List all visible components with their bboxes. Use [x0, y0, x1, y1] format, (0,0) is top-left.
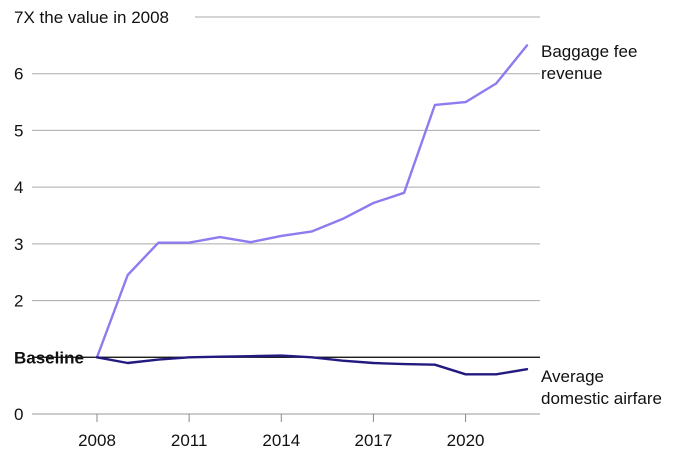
gridlines — [32, 16, 540, 415]
y-axis-top-label: 7X the value in 2008 — [14, 8, 169, 27]
y-tick-label: 4 — [14, 178, 23, 197]
y-tick-label: 5 — [14, 121, 23, 140]
series-lines — [95, 44, 529, 376]
baseline-label: Baseline — [14, 348, 84, 367]
x-tick-label: 2014 — [262, 431, 300, 450]
series-label: Average domestic airfare — [541, 367, 662, 408]
x-tick-label: 2011 — [171, 431, 208, 450]
series-label: Baggage fee revenue — [541, 42, 637, 83]
y-tick-label: 6 — [14, 65, 23, 84]
y-tick-label: 3 — [14, 235, 23, 254]
x-axis: 2008 2011 2014 2017 2020 — [78, 414, 484, 450]
x-tick-label: 2017 — [355, 431, 393, 450]
series-line — [95, 44, 529, 359]
x-tick-label: 2020 — [447, 431, 485, 450]
y-tick-label: 0 — [14, 405, 23, 424]
y-tick-label: 2 — [14, 292, 23, 311]
series-labels: Baggage fee revenue Average domestic airfar… — [541, 42, 662, 408]
y-axis: 0 Baseline 2 3 4 5 6 7X the value in 2008 — [14, 8, 169, 424]
series-line — [95, 354, 529, 376]
x-tick-label: 2008 — [78, 431, 116, 450]
